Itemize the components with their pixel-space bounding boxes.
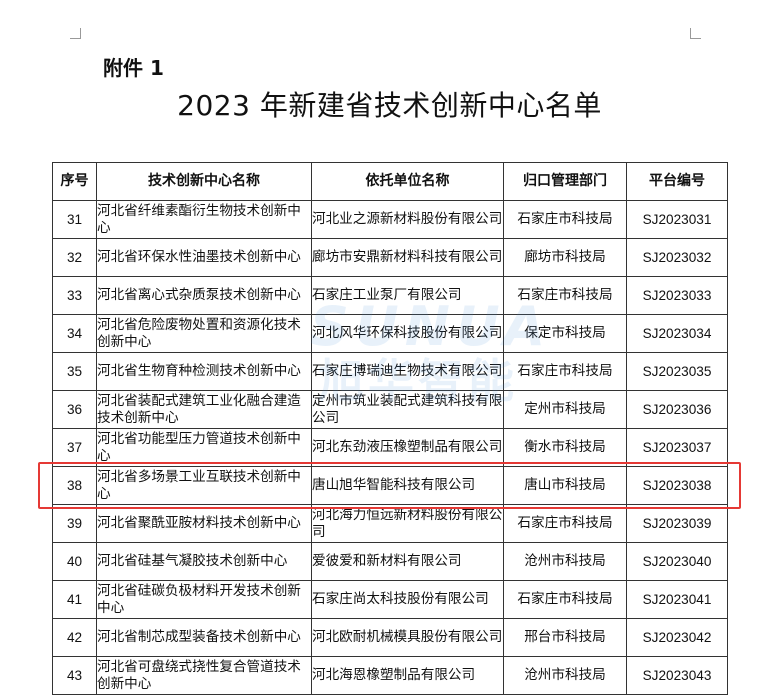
- platform-code: SJ2023040: [626, 542, 728, 581]
- department: 邢台市科技局: [503, 618, 627, 657]
- center-name: 河北省离心式杂质泵技术创新中心: [96, 276, 312, 315]
- center-name: 河北省硅碳负极材料开发技术创新中心: [96, 580, 312, 619]
- header-unit-name: 依托单位名称: [311, 162, 504, 201]
- center-name: 河北省制芯成型装备技术创新中心: [96, 618, 312, 657]
- unit-name: 河北欧耐机械模具股份有限公司: [311, 618, 504, 657]
- header-platform-code: 平台编号: [626, 162, 728, 201]
- center-name: 河北省纤维素酯衍生物技术创新中心: [96, 200, 312, 239]
- unit-name: 石家庄尚太科技股份有限公司: [311, 580, 504, 619]
- department: 石家庄市科技局: [503, 276, 627, 315]
- unit-name: 定州市筑业装配式建筑科技有限公司: [311, 390, 504, 429]
- department: 沧州市科技局: [503, 656, 627, 695]
- center-name: 河北省环保水性油墨技术创新中心: [96, 238, 312, 277]
- department: 石家庄市科技局: [503, 200, 627, 239]
- table-row: 32 河北省环保水性油墨技术创新中心 廊坊市安鼎新材料科技有限公司 廊坊市科技局 SJ2…: [52, 238, 728, 277]
- table-row: 31 河北省纤维素酯衍生物技术创新中心 河北业之源新材料股份有限公司 石家庄市科技局 S…: [52, 200, 728, 239]
- department: 保定市科技局: [503, 314, 627, 353]
- platform-code: SJ2023042: [626, 618, 728, 657]
- table-row: 39 河北省聚酰亚胺材料技术创新中心 河北海力恒远新材料股份有限公司 石家庄市科技局 S…: [52, 504, 728, 543]
- center-name: 河北省装配式建筑工业化融合建造技术创新中心: [96, 390, 312, 429]
- row-index: 39: [52, 504, 97, 543]
- department: 定州市科技局: [503, 390, 627, 429]
- header-index: 序号: [52, 162, 97, 201]
- table-row: 38 河北省多场景工业互联技术创新中心 唐山旭华智能科技有限公司 唐山市科技局 SJ20…: [52, 466, 728, 505]
- platform-code: SJ2023034: [626, 314, 728, 353]
- row-index: 34: [52, 314, 97, 353]
- department: 石家庄市科技局: [503, 504, 627, 543]
- table-row: 42 河北省制芯成型装备技术创新中心 河北欧耐机械模具股份有限公司 邢台市科技局 SJ2…: [52, 618, 728, 657]
- row-index: 37: [52, 428, 97, 467]
- row-index: 32: [52, 238, 97, 277]
- platform-code: SJ2023038: [626, 466, 728, 505]
- platform-code: SJ2023039: [626, 504, 728, 543]
- table-row: 35 河北省生物育种检测技术创新中心 石家庄博瑞迪生物技术有限公司 石家庄市科技局 SJ…: [52, 352, 728, 391]
- table-row: 33 河北省离心式杂质泵技术创新中心 石家庄工业泵厂有限公司 石家庄市科技局 SJ202…: [52, 276, 728, 315]
- platform-code: SJ2023036: [626, 390, 728, 429]
- center-name: 河北省可盘绕式挠性复合管道技术创新中心: [96, 656, 312, 695]
- center-name: 河北省硅基气凝胶技术创新中心: [96, 542, 312, 581]
- unit-name: 爱彼爱和新材料有限公司: [311, 542, 504, 581]
- department: 衡水市科技局: [503, 428, 627, 467]
- unit-name: 唐山旭华智能科技有限公司: [311, 466, 504, 505]
- header-department: 归口管理部门: [503, 162, 627, 201]
- row-index: 41: [52, 580, 97, 619]
- department: 廊坊市科技局: [503, 238, 627, 277]
- center-name: 河北省功能型压力管道技术创新中心: [96, 428, 312, 467]
- platform-code: SJ2023033: [626, 276, 728, 315]
- platform-code: SJ2023041: [626, 580, 728, 619]
- document-title: 2023 年新建省技术创新中心名单: [177, 89, 602, 122]
- row-index: 38: [52, 466, 97, 505]
- unit-name: 石家庄博瑞迪生物技术有限公司: [311, 352, 504, 391]
- unit-name: 廊坊市安鼎新材料科技有限公司: [311, 238, 504, 277]
- page-corner-mark-right: [690, 28, 701, 39]
- row-index: 33: [52, 276, 97, 315]
- header-center-name: 技术创新中心名称: [96, 162, 312, 201]
- platform-code: SJ2023031: [626, 200, 728, 239]
- page-corner-mark-left: [70, 28, 81, 39]
- table-row: 43 河北省可盘绕式挠性复合管道技术创新中心 河北海恩橡塑制品有限公司 沧州市科技局 S…: [52, 656, 728, 695]
- row-index: 40: [52, 542, 97, 581]
- department: 沧州市科技局: [503, 542, 627, 581]
- row-index: 36: [52, 390, 97, 429]
- table-header-row: 序号 技术创新中心名称 依托单位名称 归口管理部门 平台编号: [52, 162, 728, 201]
- table-row: 41 河北省硅碳负极材料开发技术创新中心 石家庄尚太科技股份有限公司 石家庄市科技局 S…: [52, 580, 728, 619]
- platform-code: SJ2023032: [626, 238, 728, 277]
- unit-name: 河北风华环保科技股份有限公司: [311, 314, 504, 353]
- table-row: 36 河北省装配式建筑工业化融合建造技术创新中心 定州市筑业装配式建筑科技有限公司定…: [52, 390, 728, 429]
- unit-name: 河北海力恒远新材料股份有限公司: [311, 504, 504, 543]
- attachment-label: 附件 1: [103, 56, 164, 80]
- department: 唐山市科技局: [503, 466, 627, 505]
- center-name: 河北省生物育种检测技术创新中心: [96, 352, 312, 391]
- row-index: 35: [52, 352, 97, 391]
- department: 石家庄市科技局: [503, 580, 627, 619]
- platform-code: SJ2023043: [626, 656, 728, 695]
- row-index: 43: [52, 656, 97, 695]
- table-row: 40 河北省硅基气凝胶技术创新中心 爱彼爱和新材料有限公司 沧州市科技局 SJ20230…: [52, 542, 728, 581]
- unit-name: 石家庄工业泵厂有限公司: [311, 276, 504, 315]
- platform-code: SJ2023037: [626, 428, 728, 467]
- row-index: 42: [52, 618, 97, 657]
- innovation-center-table: 序号 技术创新中心名称 依托单位名称 归口管理部门 平台编号 31 河北省纤维素酯…: [52, 162, 728, 695]
- platform-code: SJ2023035: [626, 352, 728, 391]
- center-name: 河北省危险废物处置和资源化技术创新中心: [96, 314, 312, 353]
- center-name: 河北省聚酰亚胺材料技术创新中心: [96, 504, 312, 543]
- center-name: 河北省多场景工业互联技术创新中心: [96, 466, 312, 505]
- row-index: 31: [52, 200, 97, 239]
- unit-name: 河北海恩橡塑制品有限公司: [311, 656, 504, 695]
- unit-name: 河北东劲液压橡塑制品有限公司: [311, 428, 504, 467]
- unit-name: 河北业之源新材料股份有限公司: [311, 200, 504, 239]
- table-row: 37 河北省功能型压力管道技术创新中心 河北东劲液压橡塑制品有限公司 衡水市科技局 SJ…: [52, 428, 728, 467]
- department: 石家庄市科技局: [503, 352, 627, 391]
- table-row: 34 河北省危险废物处置和资源化技术创新中心 河北风华环保科技股份有限公司 保定市科技…: [52, 314, 728, 353]
